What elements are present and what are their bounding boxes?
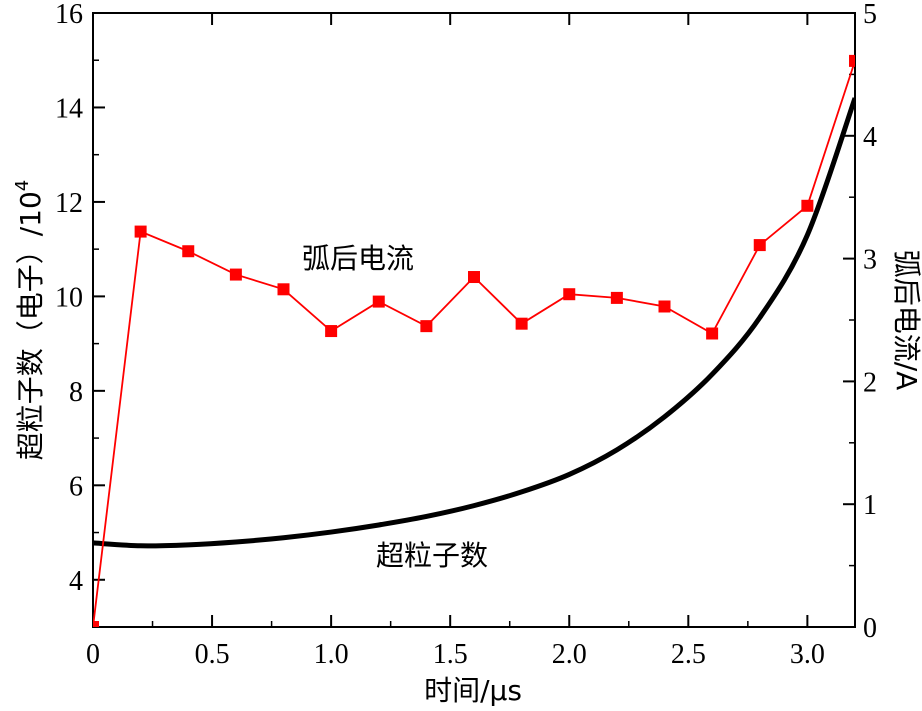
data-point xyxy=(182,245,195,258)
x-axis-title: 时间/μs xyxy=(424,674,522,707)
series-current xyxy=(93,54,855,627)
data-point xyxy=(277,283,290,296)
right-y-tick-label: 2 xyxy=(863,367,877,398)
right-y-tick-label: 0 xyxy=(863,613,877,644)
plot-border xyxy=(92,12,856,628)
x-tick-label: 0 xyxy=(86,639,100,670)
data-point xyxy=(325,325,338,338)
x-axis: 0 0.5 1.0 1.5 2.0 2.5 3.0 xyxy=(86,13,825,670)
series-particles xyxy=(93,97,855,549)
data-point xyxy=(801,199,814,212)
left-y-axis: 4 6 8 10 12 14 16 xyxy=(55,0,105,628)
series-line xyxy=(93,97,855,549)
left-y-axis-title: 超粒子数（电子）/104 xyxy=(12,180,47,461)
right-y-tick-label: 4 xyxy=(863,122,877,153)
data-point xyxy=(753,239,766,252)
x-tick-label: 1.5 xyxy=(433,639,468,670)
series-layer xyxy=(93,54,855,627)
data-point xyxy=(658,300,671,313)
left-y-tick-label: 10 xyxy=(55,282,83,313)
x-tick-label: 2.0 xyxy=(552,639,587,670)
left-y-tick-label: 6 xyxy=(69,471,83,502)
left-y-axis-title-text: 超粒子数（电子）/10 xyxy=(14,191,47,460)
left-y-tick-label: 8 xyxy=(69,377,83,408)
plot-frame xyxy=(92,12,856,628)
data-point xyxy=(93,621,99,627)
data-point xyxy=(849,54,855,67)
right-y-tick-label: 3 xyxy=(863,245,877,276)
left-y-tick-label: 16 xyxy=(55,0,83,30)
data-point xyxy=(563,288,576,301)
x-tick-label: 3.0 xyxy=(790,639,825,670)
data-point xyxy=(610,291,623,304)
left-y-tick-label: 14 xyxy=(55,93,83,124)
annotation-particles: 超粒子数 xyxy=(376,539,488,572)
data-point xyxy=(372,295,385,308)
annotation-current: 弧后电流 xyxy=(302,242,414,275)
x-tick-label: 1.0 xyxy=(314,639,349,670)
x-tick-label: 0.5 xyxy=(195,639,230,670)
left-y-axis-title-exponent: 4 xyxy=(12,180,33,191)
data-point xyxy=(420,320,433,333)
right-y-tick-label: 1 xyxy=(863,490,877,521)
left-y-tick-label: 12 xyxy=(55,188,83,219)
x-tick-label: 2.5 xyxy=(671,639,706,670)
left-y-tick-label: 4 xyxy=(69,566,83,597)
data-point xyxy=(515,317,528,330)
right-y-axis-title: 弧后电流/A xyxy=(890,250,922,391)
svg-text:超粒子数（电子）/104: 超粒子数（电子）/104 xyxy=(12,180,47,461)
data-point xyxy=(468,271,480,284)
data-point xyxy=(134,225,147,238)
right-y-axis: 0 1 2 3 4 5 xyxy=(843,0,877,644)
right-y-tick-label: 5 xyxy=(863,0,877,30)
data-point xyxy=(229,268,242,281)
data-point xyxy=(706,327,719,340)
